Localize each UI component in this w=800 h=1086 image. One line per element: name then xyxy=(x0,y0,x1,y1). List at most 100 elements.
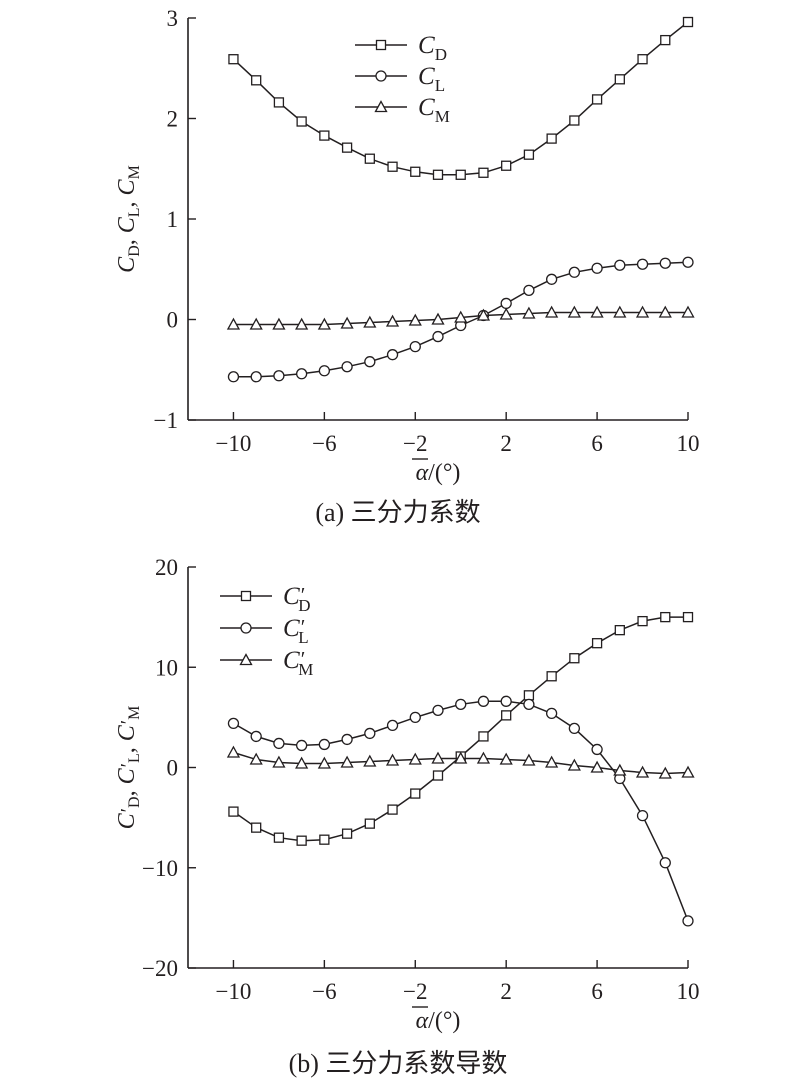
data-point xyxy=(227,371,240,383)
data-point xyxy=(295,756,309,769)
data-point xyxy=(545,707,558,720)
data-point xyxy=(273,832,285,843)
data-point xyxy=(249,317,263,330)
y-tick-label: −20 xyxy=(142,956,178,981)
data-point xyxy=(363,315,377,328)
data-point xyxy=(591,638,603,649)
data-point xyxy=(591,743,603,756)
data-point xyxy=(273,370,285,382)
series-l xyxy=(227,695,694,927)
data-point xyxy=(569,653,580,664)
data-point xyxy=(590,760,604,773)
data-point xyxy=(681,305,695,318)
data-point xyxy=(364,727,376,740)
data-point xyxy=(251,75,262,86)
series-l xyxy=(227,256,694,383)
data-point xyxy=(295,368,308,380)
data-point xyxy=(408,752,422,765)
data-point xyxy=(455,169,466,180)
data-point xyxy=(386,719,399,732)
data-point xyxy=(613,763,627,776)
x-tick-label: 10 xyxy=(677,979,700,1004)
data-point xyxy=(431,312,445,325)
legend-label: C′L xyxy=(283,615,309,647)
data-point xyxy=(500,695,512,707)
data-point xyxy=(659,257,671,269)
x-tick-label: 2 xyxy=(500,431,512,456)
data-point xyxy=(250,371,262,383)
data-point xyxy=(681,765,695,778)
data-point xyxy=(318,365,331,377)
data-point xyxy=(658,766,672,779)
legend-marker xyxy=(375,70,387,82)
data-point xyxy=(341,733,353,746)
data-point xyxy=(478,731,489,742)
y-tick-label: −1 xyxy=(154,408,178,433)
series-m xyxy=(226,745,695,779)
data-point xyxy=(614,74,625,85)
data-point xyxy=(569,115,580,126)
x-axis-label: α/(°) xyxy=(416,460,461,486)
x-tick-label: 2 xyxy=(500,979,512,1004)
x-tick-label: −2 xyxy=(403,979,427,1004)
x-tick-label: 6 xyxy=(591,979,603,1004)
data-point xyxy=(614,259,626,271)
data-point xyxy=(499,307,513,320)
chart-caption: (b) 三分力系数导数 xyxy=(289,1049,508,1078)
data-point xyxy=(614,625,625,636)
data-point xyxy=(432,330,444,343)
x-tick-label: 10 xyxy=(677,431,700,456)
data-point xyxy=(590,305,604,318)
data-point xyxy=(501,160,512,171)
data-point xyxy=(295,739,308,752)
data-point xyxy=(568,722,581,735)
data-point xyxy=(637,615,648,627)
data-point xyxy=(431,751,445,764)
data-point xyxy=(432,169,444,180)
data-point xyxy=(682,915,694,927)
legend-label: CL xyxy=(418,63,445,95)
data-point xyxy=(317,317,331,330)
data-point xyxy=(476,751,491,764)
data-point xyxy=(523,284,535,297)
data-point xyxy=(636,809,649,822)
legend-marker xyxy=(374,100,388,113)
data-point xyxy=(340,755,354,768)
x-tick-label: −6 xyxy=(312,979,336,1004)
data-point xyxy=(523,690,535,701)
data-point xyxy=(226,745,241,758)
data-point xyxy=(227,717,240,730)
data-point xyxy=(522,306,536,319)
chart-2: −10 −6 −2 2 6 10 −20 −10 0 10 20 α/(°) C′D, C′L, C′M… xyxy=(114,555,700,1078)
data-point xyxy=(545,273,558,285)
data-point xyxy=(660,611,671,623)
data-point xyxy=(250,730,262,743)
y-tick-label: 10 xyxy=(155,655,178,680)
data-point xyxy=(385,753,400,766)
legend-label: C′M xyxy=(283,647,313,679)
data-point xyxy=(249,752,263,765)
data-point xyxy=(455,698,467,710)
data-point xyxy=(319,834,330,845)
data-point xyxy=(682,16,694,28)
x-axis-label: α/(°) xyxy=(416,1008,461,1034)
y-tick-label: 20 xyxy=(155,555,178,580)
legend-marker xyxy=(239,653,253,666)
data-point xyxy=(386,349,399,361)
data-point xyxy=(635,765,650,778)
x-tick-label: −6 xyxy=(312,431,336,456)
data-point xyxy=(341,828,353,839)
data-point xyxy=(364,818,375,829)
data-point xyxy=(523,698,535,710)
data-point xyxy=(273,97,285,108)
data-point xyxy=(226,317,241,330)
data-point xyxy=(591,94,603,105)
legend-marker xyxy=(240,622,252,634)
y-tick-label: −10 xyxy=(142,856,178,881)
data-point xyxy=(341,142,353,153)
data-point xyxy=(545,755,559,768)
data-point xyxy=(501,710,512,721)
